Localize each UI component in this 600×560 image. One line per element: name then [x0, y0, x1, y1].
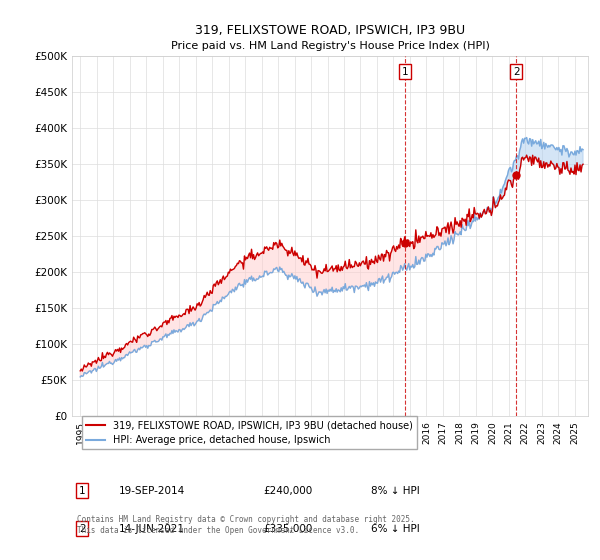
Legend: 319, FELIXSTOWE ROAD, IPSWICH, IP3 9BU (detached house), HPI: Average price, det: 319, FELIXSTOWE ROAD, IPSWICH, IP3 9BU (…	[82, 417, 417, 449]
Text: £240,000: £240,000	[263, 486, 312, 496]
Text: 19-SEP-2014: 19-SEP-2014	[118, 486, 185, 496]
Text: 1: 1	[402, 67, 409, 77]
Text: 1: 1	[79, 486, 86, 496]
Text: 319, FELIXSTOWE ROAD, IPSWICH, IP3 9BU: 319, FELIXSTOWE ROAD, IPSWICH, IP3 9BU	[195, 24, 465, 38]
Text: Price paid vs. HM Land Registry's House Price Index (HPI): Price paid vs. HM Land Registry's House …	[170, 41, 490, 51]
Text: 6% ↓ HPI: 6% ↓ HPI	[371, 524, 420, 534]
Text: 2: 2	[79, 524, 86, 534]
Text: 14-JUN-2021: 14-JUN-2021	[118, 524, 184, 534]
Text: £335,000: £335,000	[263, 524, 312, 534]
Text: Contains HM Land Registry data © Crown copyright and database right 2025.
This d: Contains HM Land Registry data © Crown c…	[77, 515, 415, 535]
Text: 2: 2	[513, 67, 520, 77]
Text: 8% ↓ HPI: 8% ↓ HPI	[371, 486, 420, 496]
